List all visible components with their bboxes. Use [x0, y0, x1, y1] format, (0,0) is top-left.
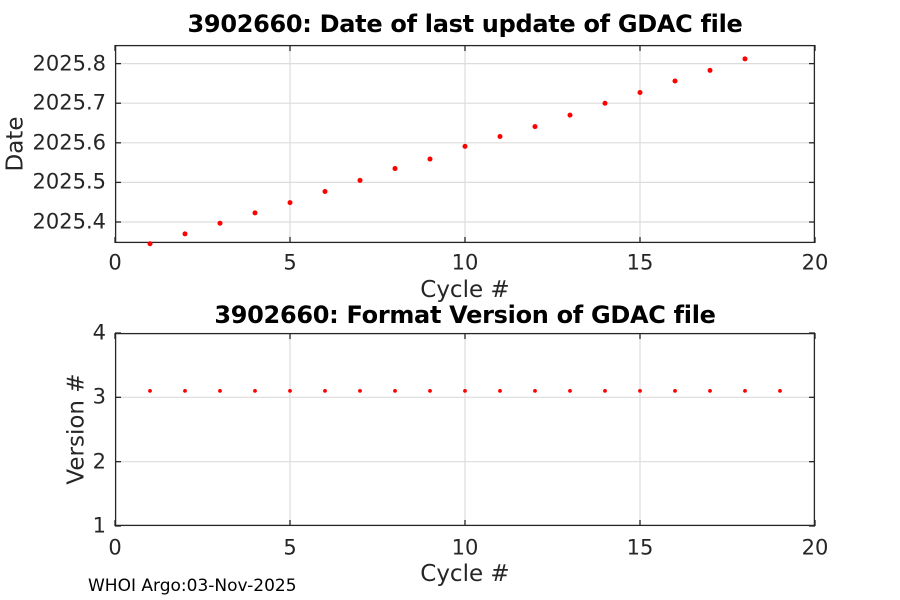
y-tick-label: 2025.4	[32, 209, 106, 234]
data-point	[217, 220, 223, 226]
top-x-axis-label: Cycle #	[420, 277, 510, 303]
data-point	[147, 241, 153, 247]
y-tick-label: 3	[92, 384, 106, 409]
x-tick-label: 15	[626, 535, 654, 560]
y-tick-label: 2025.6	[32, 130, 106, 155]
data-point	[638, 389, 642, 393]
data-point	[218, 389, 222, 393]
data-point	[182, 231, 188, 237]
data-point	[673, 389, 677, 393]
data-point	[533, 389, 537, 393]
top-y-axis-label: Date	[2, 116, 29, 172]
x-tick-label: 5	[283, 250, 297, 275]
top-plot-title: 3902660: Date of last update of GDAC fil…	[187, 10, 743, 38]
data-point	[358, 389, 362, 393]
data-point	[323, 389, 327, 393]
y-tick-label: 1	[92, 513, 106, 538]
y-tick-label: 4	[92, 320, 106, 345]
data-point	[672, 78, 678, 84]
data-point	[498, 389, 502, 393]
footer-watermark: WHOI Argo:03-Nov-2025	[88, 576, 297, 596]
data-point	[427, 156, 433, 162]
data-point	[707, 67, 713, 73]
y-tick-label: 2025.5	[32, 169, 106, 194]
data-point	[183, 389, 187, 393]
data-point	[428, 389, 432, 393]
data-point	[567, 112, 573, 118]
data-point	[708, 389, 712, 393]
x-tick-label: 10	[451, 535, 479, 560]
y-tick-label: 2025.8	[32, 51, 106, 76]
data-point	[742, 56, 748, 62]
top-plot-area	[114, 44, 816, 247]
data-point	[637, 90, 643, 96]
bottom-plot-title: 3902660: Format Version of GDAC file	[214, 301, 716, 329]
data-point	[603, 389, 607, 393]
data-point	[568, 389, 572, 393]
data-point	[462, 143, 468, 149]
x-tick-label: 10	[451, 250, 479, 275]
data-point	[743, 389, 747, 393]
data-point	[393, 389, 397, 393]
bottom-y-axis-label: Version #	[63, 373, 90, 485]
data-point	[532, 124, 538, 130]
data-point	[253, 389, 257, 393]
y-tick-label: 2	[92, 449, 106, 474]
x-tick-label: 5	[283, 535, 297, 560]
data-point	[392, 166, 398, 172]
data-point	[778, 389, 782, 393]
x-tick-label: 15	[626, 250, 654, 275]
data-point	[322, 189, 328, 195]
data-point	[602, 100, 608, 106]
x-tick-label: 20	[801, 250, 829, 275]
y-tick-label: 2025.7	[32, 90, 106, 115]
data-point	[288, 389, 292, 393]
data-point	[252, 210, 258, 216]
data-point	[463, 389, 467, 393]
bottom-plot-area	[114, 332, 816, 527]
data-point	[148, 389, 152, 393]
data-point	[287, 200, 293, 206]
x-tick-label: 0	[108, 535, 122, 560]
x-tick-label: 0	[108, 250, 122, 275]
x-tick-label: 20	[801, 535, 829, 560]
bottom-x-axis-label: Cycle #	[420, 561, 510, 587]
data-point	[497, 133, 503, 139]
data-point	[357, 177, 363, 183]
